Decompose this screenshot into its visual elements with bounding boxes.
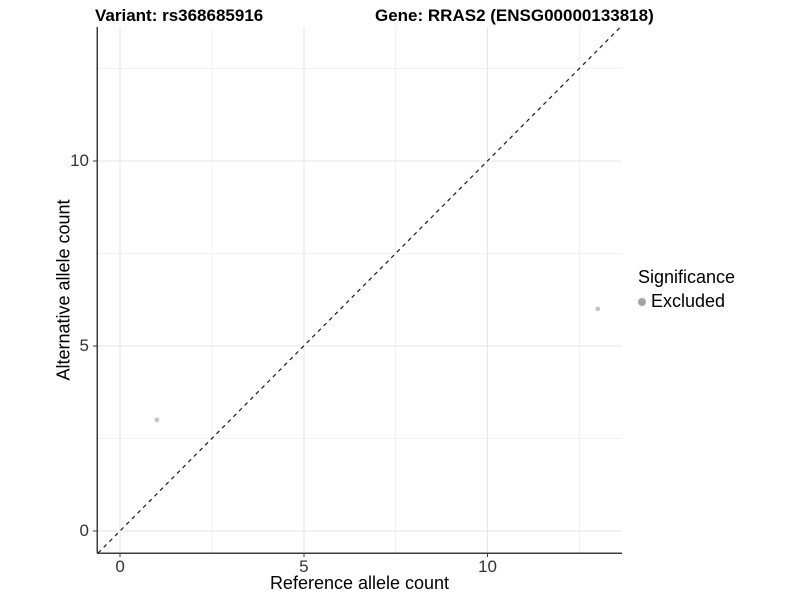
plot-title-gene: Gene: RRAS2 (ENSG00000133818) <box>375 6 654 25</box>
data-point <box>595 306 601 312</box>
x-tick-label: 10 <box>478 557 497 576</box>
x-tick-label: 0 <box>115 557 125 576</box>
plot-title-variant: Variant: rs368685916 <box>95 6 264 25</box>
x-axis-title: Reference allele count <box>269 573 450 593</box>
legend-item-excluded: Excluded <box>638 291 735 312</box>
data-point <box>154 417 160 423</box>
x-tick-label: 5 <box>299 557 309 576</box>
legend: Significance Excluded <box>638 267 735 312</box>
identity-line <box>97 26 621 554</box>
y-tick-label: 5 <box>79 335 89 355</box>
legend-key-excluded-icon <box>638 297 646 306</box>
y-tick-label: 0 <box>79 520 89 540</box>
legend-label-excluded: Excluded <box>651 291 726 311</box>
y-tick-label: 10 <box>70 150 89 170</box>
legend-title: Significance <box>638 267 736 287</box>
